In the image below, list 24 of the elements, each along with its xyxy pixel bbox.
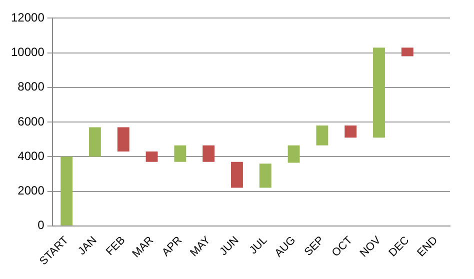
x-tick-label: SEP [302,234,326,258]
x-tick-label: JAN [76,234,100,258]
bar [202,145,215,162]
bar [117,127,130,152]
bar [231,162,243,188]
bar [288,145,300,163]
y-tick-label: 8000 [18,80,45,94]
y-tick-label: 6000 [18,114,45,128]
bar [146,151,158,162]
y-tick-label: 12000 [10,10,45,25]
y-tick-label: 0 [38,218,45,232]
y-tick-label: 10000 [10,45,45,60]
bar [316,126,328,146]
x-tick-label: FEB [104,234,128,258]
bar [174,145,186,162]
y-tick-label: 2000 [18,184,45,198]
bar [344,126,357,138]
y-tick-label: 4000 [18,148,45,163]
bar [89,127,101,157]
bar [259,164,272,188]
bar [401,48,414,56]
bar [60,156,73,226]
x-tick-label: JUL [247,234,270,257]
bar [373,48,385,138]
